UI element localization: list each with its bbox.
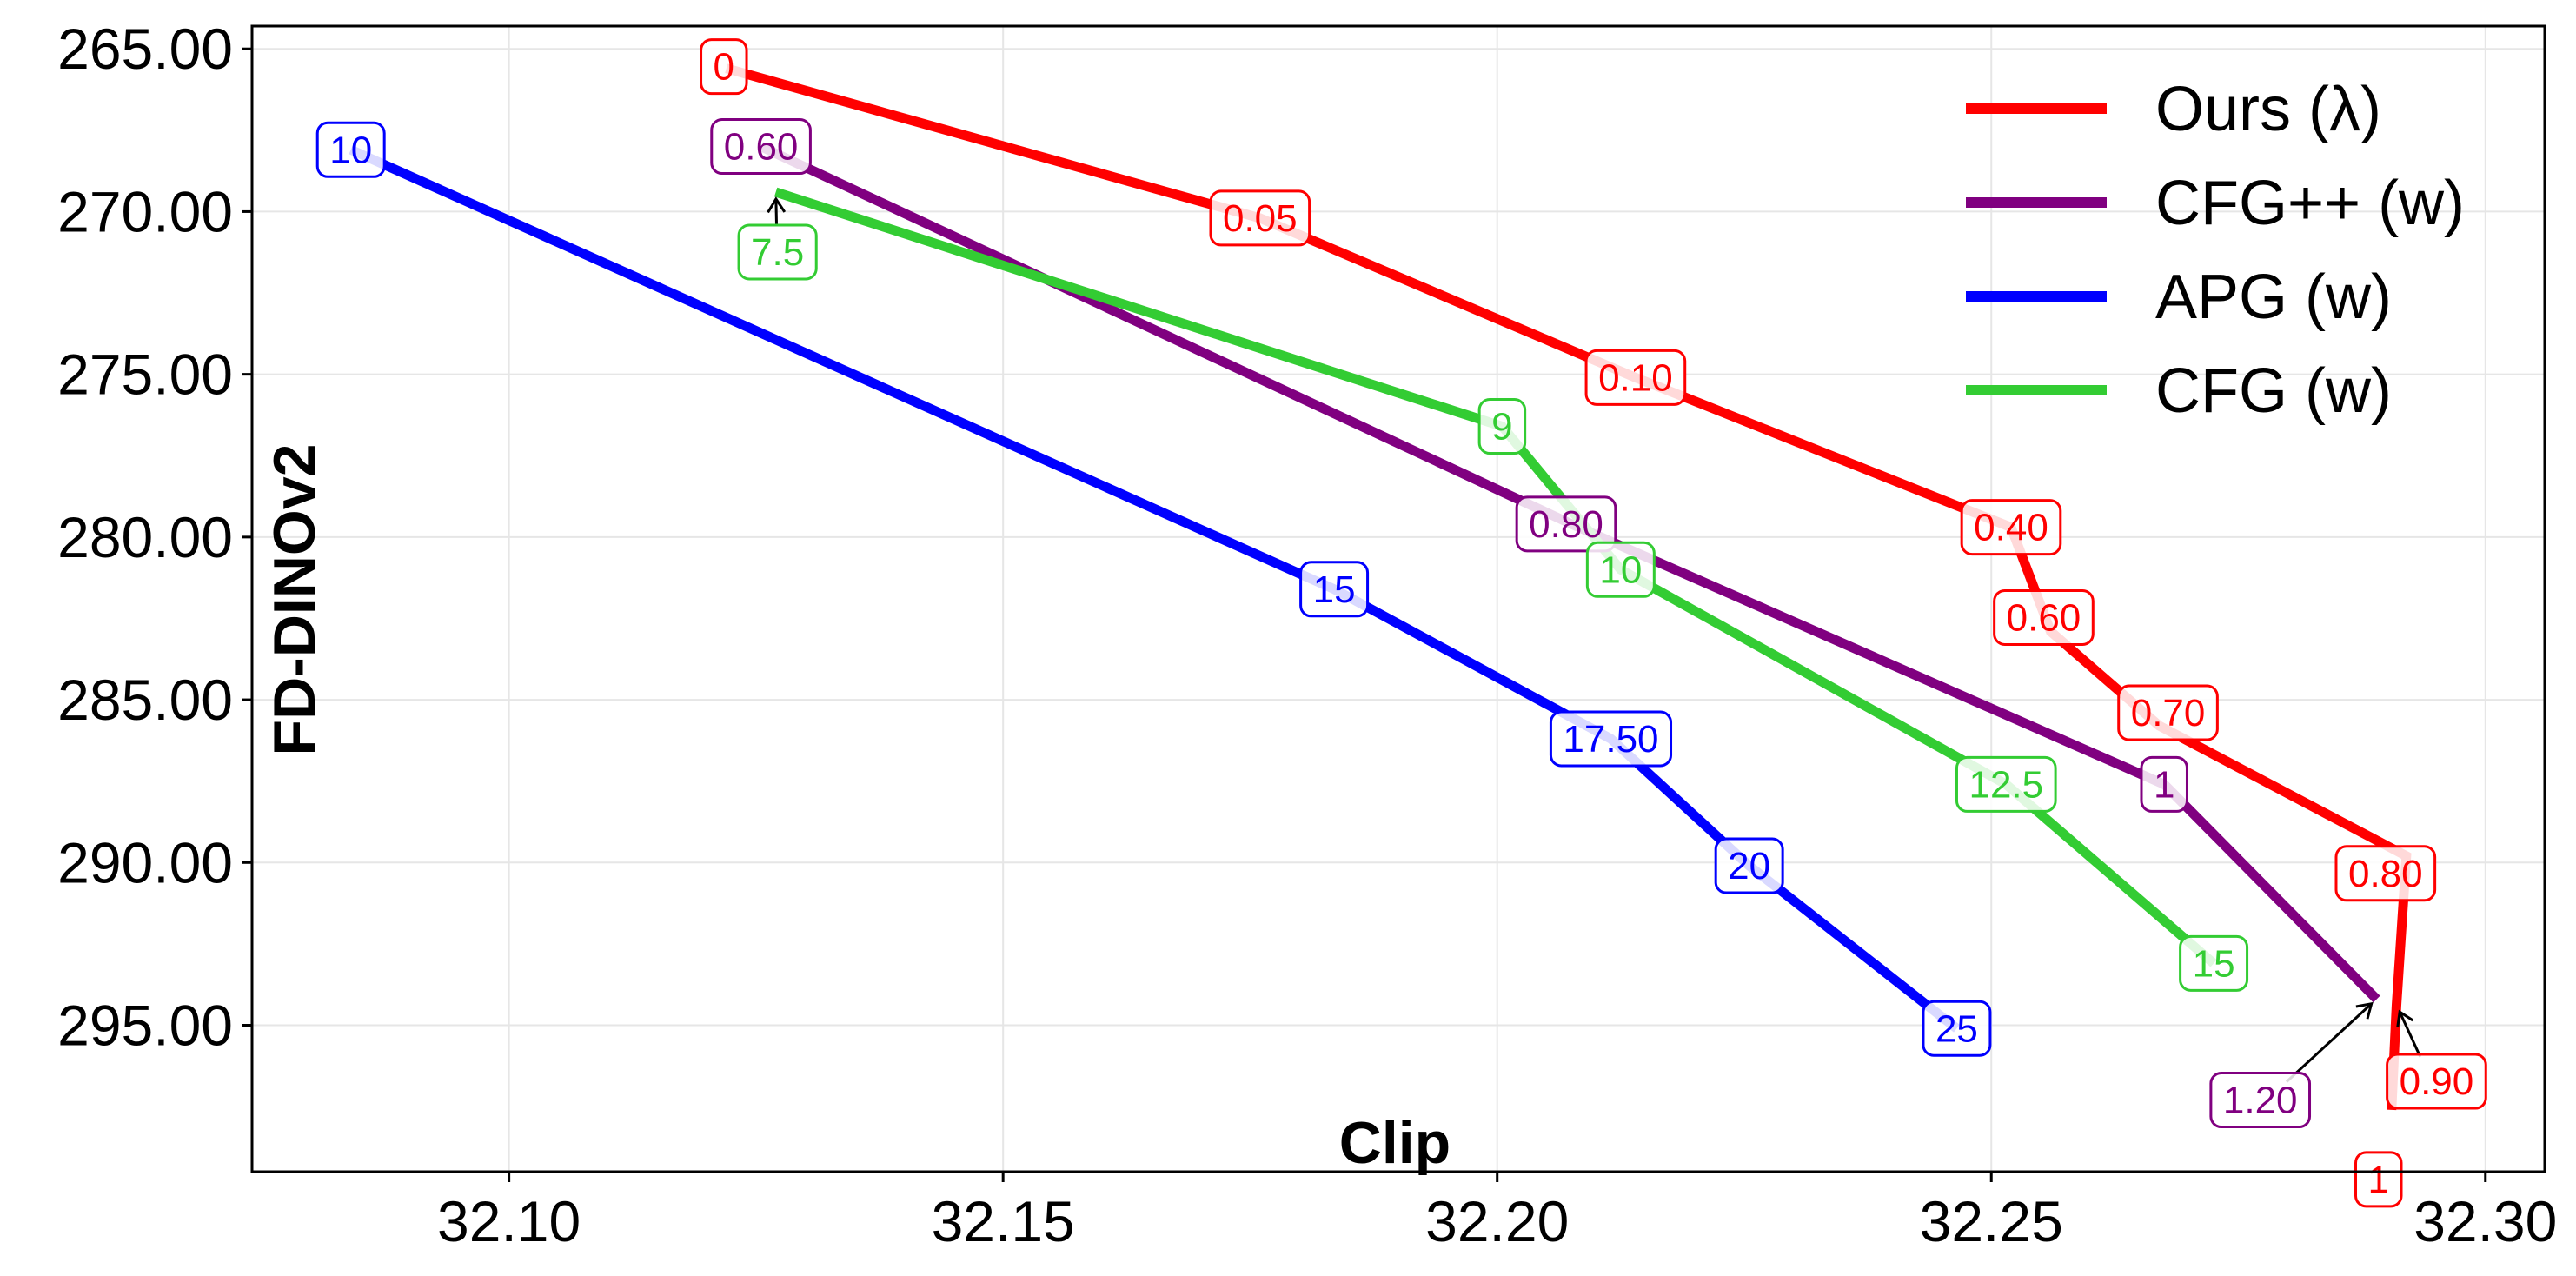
point-label: 12.5 <box>1969 763 2043 806</box>
point-label-box <box>700 38 748 96</box>
point-label: 15 <box>2193 942 2235 985</box>
annotation-arrowhead <box>2396 1009 2414 1028</box>
x-tick-label: 32.25 <box>1920 1189 2063 1253</box>
y-tick-label: 295.00 <box>57 994 233 1058</box>
y-tick-label: 265.00 <box>57 17 233 81</box>
y-tick-label: 270.00 <box>57 179 233 243</box>
legend-item: APG (w) <box>1966 263 2392 332</box>
point-label: 0.10 <box>1598 356 1673 399</box>
point-label-box <box>1955 755 2057 813</box>
annotation-arrowhead <box>2355 1001 2374 1020</box>
legend-item: CFG++ (w) <box>1966 169 2465 238</box>
point-label: 0.70 <box>2131 692 2206 734</box>
point-label: 9 <box>1491 406 1512 449</box>
point-label-box <box>2117 684 2219 741</box>
point-label: 0.80 <box>2348 853 2423 895</box>
x-tick-label: 32.20 <box>1425 1189 1569 1253</box>
y-tick-label: 280.00 <box>57 505 233 569</box>
point-label-box <box>1960 499 2062 556</box>
annotation-arrow <box>2285 1002 2373 1083</box>
legend-item: CFG (w) <box>1966 356 2392 426</box>
legend-label: CFG (w) <box>2155 356 2392 426</box>
point-label: 1 <box>2368 1159 2389 1201</box>
point-label: 15 <box>1313 568 1356 611</box>
annotation-arrow <box>774 198 778 225</box>
point-label: 0.90 <box>2400 1060 2474 1103</box>
y-ticks: 265.00 270.00 275.00 280.00 285.00 290.00 295.… <box>57 17 252 1058</box>
x-tick-label: 32.30 <box>2413 1189 2557 1253</box>
legend-item: Ours (λ) <box>1966 75 2381 144</box>
point-label-box <box>1209 189 1311 247</box>
point-label: 10 <box>1599 548 1642 591</box>
point-label-box <box>1584 349 1687 406</box>
legend-label: CFG++ (w) <box>2155 169 2465 238</box>
x-axis-title: Clip <box>1339 1110 1451 1176</box>
point-label: 20 <box>1728 845 1770 887</box>
point-label: 0 <box>714 46 734 89</box>
x-tick-label: 32.10 <box>437 1189 581 1253</box>
series-2 <box>759 142 2380 1003</box>
y-tick-label: 285.00 <box>57 668 233 732</box>
point-label: 1.20 <box>2223 1080 2298 1122</box>
point-label-box <box>2209 1072 2312 1129</box>
point-label-box <box>1515 495 1617 553</box>
point-label-box <box>1993 588 2095 646</box>
point-label-box <box>2354 1151 2403 1208</box>
plot-frame <box>250 24 2546 1173</box>
point-label-box <box>2386 1053 2487 1110</box>
x-tick-label: 32.15 <box>932 1189 1075 1253</box>
point-label: 25 <box>1935 1007 1978 1050</box>
x-ticks: 32.10 32.15 32.20 32.25 32.30 <box>437 1172 2557 1253</box>
y-axis-title: FD-DINOv2 <box>262 444 328 756</box>
y-tick-label: 275.00 <box>57 342 233 407</box>
point-label-box <box>1299 561 1370 618</box>
point-label: 10 <box>329 129 372 171</box>
point-label: 0.80 <box>1529 503 1603 546</box>
point-label-box <box>710 118 812 176</box>
point-label: 0.05 <box>1223 197 1298 240</box>
annotation-arrowhead <box>767 196 787 214</box>
point-label: 0.40 <box>1974 507 2048 549</box>
point-label-box <box>1477 398 1527 455</box>
point-label-box <box>1549 710 1673 768</box>
point-label-box <box>2179 934 2249 992</box>
point-label-box <box>2334 845 2437 902</box>
legend: Ours (λ) CFG++ (w) APG (w) CFG (w) <box>1966 75 2465 426</box>
point-label: 0.60 <box>2007 596 2081 639</box>
annotation-layer: 0 0.05 0.10 0.40 0.60 0.70 0.80 0.90 1 0.60 0.80 1 1… <box>315 38 2487 1208</box>
point-label: 17.50 <box>1563 718 1658 761</box>
point-label: 7.5 <box>751 231 804 274</box>
point-label-box <box>737 223 818 281</box>
series-line <box>759 142 2380 1003</box>
point-label-box <box>1714 837 1784 894</box>
point-label: 0.60 <box>724 126 799 169</box>
legend-label: APG (w) <box>2155 263 2392 332</box>
point-label-box <box>1585 541 1656 598</box>
point-label-box <box>2140 755 2188 813</box>
point-label-box <box>1922 1000 1992 1057</box>
y-tick-label: 290.00 <box>57 830 233 894</box>
legend-label: Ours (λ) <box>2155 75 2381 144</box>
annotation-arrow <box>2398 1011 2422 1058</box>
point-label: 1 <box>2154 763 2174 806</box>
plot-background <box>252 26 2545 1172</box>
point-label-box <box>315 121 386 178</box>
